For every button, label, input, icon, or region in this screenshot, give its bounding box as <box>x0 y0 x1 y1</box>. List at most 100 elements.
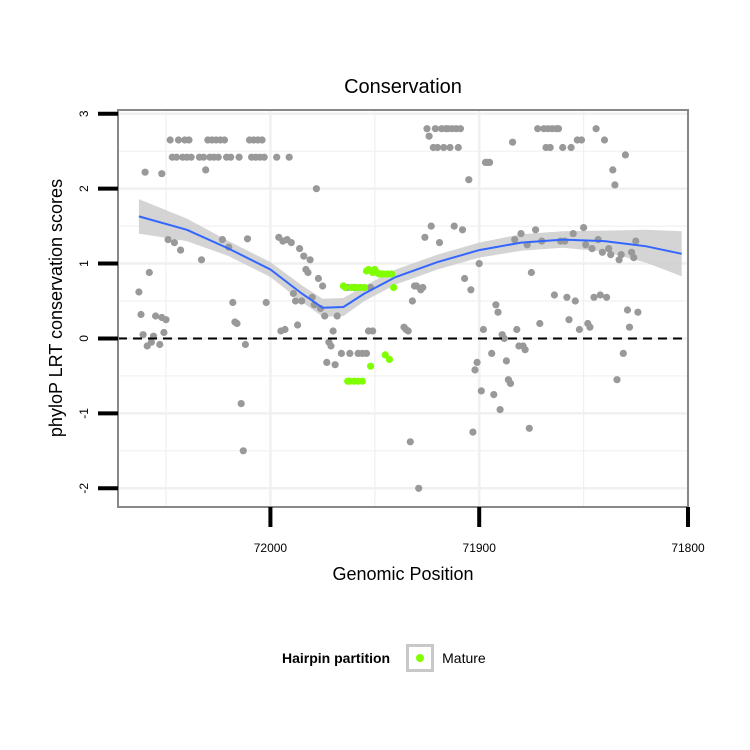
data-point-other <box>312 185 320 193</box>
plot-panel <box>117 109 690 508</box>
y-tick-label: 1 <box>77 260 91 267</box>
data-point-other <box>508 138 517 146</box>
data-point-other <box>323 358 331 366</box>
data-point-other <box>427 222 435 230</box>
data-point-other <box>521 346 529 354</box>
data-point-other <box>285 153 293 161</box>
data-point-other <box>156 340 164 349</box>
data-point-other <box>554 125 563 133</box>
data-point-other <box>621 151 630 159</box>
data-point-other <box>331 361 339 369</box>
data-point-other <box>632 237 640 245</box>
data-point-other <box>534 125 542 133</box>
data-point-other <box>346 349 354 357</box>
data-point-other <box>145 268 153 277</box>
data-point-other <box>532 226 540 234</box>
data-point-other <box>160 328 168 337</box>
data-point-other <box>454 143 462 152</box>
data-point-other <box>494 308 502 316</box>
x-tick-label: 71800 <box>671 541 705 555</box>
data-point-other <box>200 153 208 161</box>
data-point-other <box>425 132 433 140</box>
data-point-other <box>227 153 235 161</box>
data-point-other <box>241 340 249 349</box>
data-point-other <box>488 349 496 357</box>
data-point-other <box>582 241 590 249</box>
data-point-other <box>174 136 183 144</box>
legend-label-mature: Mature <box>442 650 486 666</box>
data-point-other <box>170 239 178 247</box>
data-point-other <box>166 136 174 144</box>
legend-key-mature <box>406 644 435 672</box>
data-point-mature <box>385 355 393 363</box>
data-point-other <box>477 387 485 395</box>
data-point-other <box>294 321 302 329</box>
data-point-other <box>600 136 609 144</box>
data-point-mature <box>360 283 368 292</box>
data-point-other <box>500 334 508 343</box>
data-point-other <box>590 293 598 301</box>
data-point-other <box>187 153 195 161</box>
data-point-other <box>431 125 439 133</box>
data-point-other <box>289 289 297 298</box>
data-point-other <box>613 376 621 384</box>
y-tick-label: 2 <box>77 185 91 192</box>
data-point-mature <box>390 283 398 292</box>
data-point-other <box>588 245 596 253</box>
data-point-other <box>158 170 166 178</box>
data-point-other <box>446 143 454 152</box>
data-point-other <box>137 310 145 319</box>
data-point-other <box>550 291 559 299</box>
data-point-other <box>496 406 504 414</box>
data-point-other <box>563 293 571 301</box>
data-point-other <box>559 143 567 152</box>
data-point-other <box>492 301 500 309</box>
data-point-other <box>513 325 521 334</box>
data-point-mature <box>358 377 366 385</box>
data-point-other <box>147 338 155 346</box>
data-point-other <box>609 166 617 174</box>
data-point-other <box>458 226 467 234</box>
data-point-other <box>260 153 268 161</box>
data-point-other <box>233 319 241 328</box>
data-point-other <box>603 293 611 301</box>
data-point-other <box>273 153 281 161</box>
data-point-other <box>475 260 483 268</box>
data-point-mature <box>342 283 350 292</box>
data-point-other <box>327 342 335 350</box>
data-point-other <box>218 236 226 244</box>
data-point-other <box>471 366 479 374</box>
data-point-other <box>139 331 147 339</box>
data-point-other <box>630 254 638 262</box>
y-tick-label: -1 <box>77 408 91 419</box>
y-tick-label: -2 <box>77 483 91 494</box>
data-point-other <box>527 268 536 277</box>
data-point-other <box>287 239 295 247</box>
panel-background <box>118 110 688 507</box>
y-tick-label: 3 <box>77 110 91 117</box>
data-point-other <box>281 325 289 334</box>
x-tick-label: 72000 <box>254 541 288 555</box>
data-point-other <box>440 143 448 152</box>
data-point-other <box>423 125 431 133</box>
data-point-other <box>329 327 337 335</box>
data-point-other <box>235 153 243 161</box>
data-point-other <box>561 237 569 245</box>
data-point-other <box>172 153 181 161</box>
data-point-other <box>617 251 625 259</box>
data-point-other <box>291 297 300 305</box>
data-point-other <box>611 181 619 189</box>
data-point-mature <box>367 362 375 370</box>
data-point-other <box>596 291 604 299</box>
data-point-other <box>185 136 193 144</box>
data-point-other <box>607 251 615 259</box>
data-point-other <box>164 236 172 244</box>
data-point-other <box>461 274 469 283</box>
data-point-other <box>592 125 600 133</box>
data-point-other <box>214 153 222 161</box>
data-point-other <box>162 316 170 324</box>
data-point-other <box>450 222 458 230</box>
data-point-other <box>406 438 414 446</box>
data-point-other <box>473 358 481 366</box>
